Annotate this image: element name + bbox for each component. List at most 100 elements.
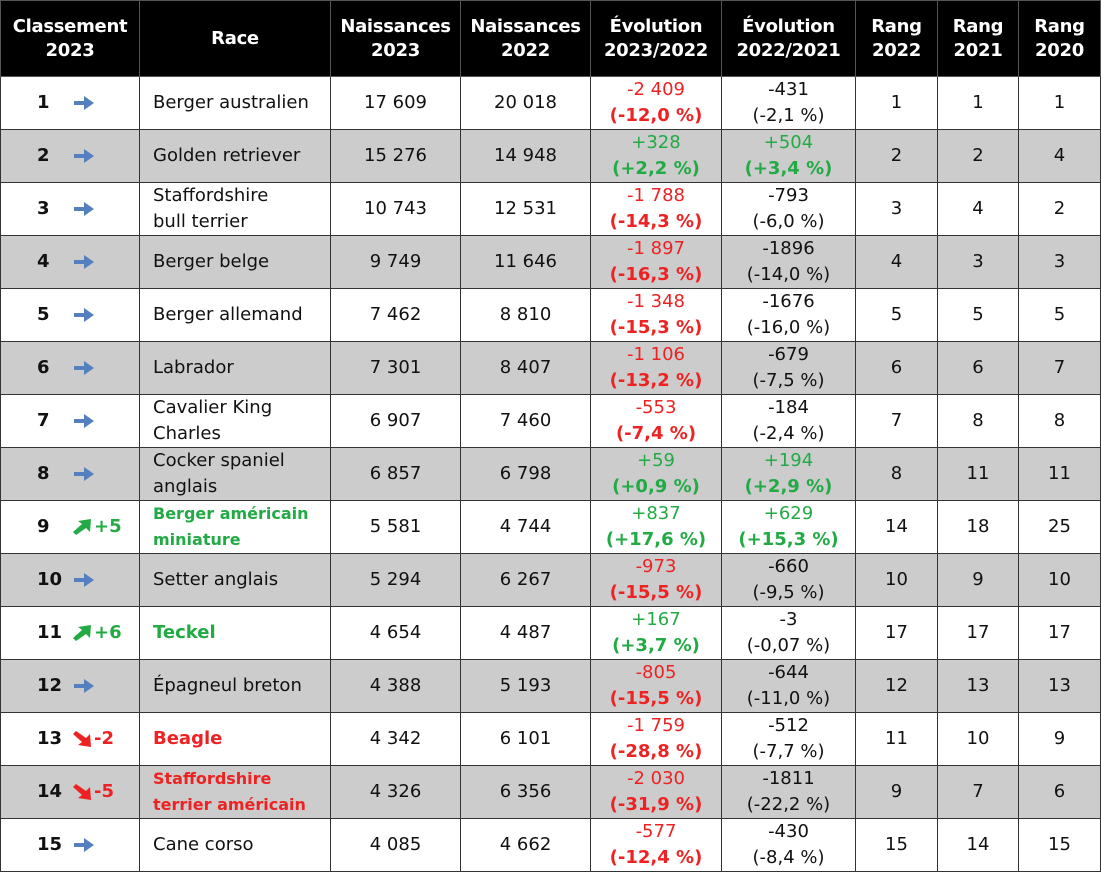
evolution-2023-2022: -553 (-7,4 %) [590,394,722,448]
rank-2021: 11 [937,447,1019,501]
evolution-value: +504 [763,132,814,153]
births-2022: 11 646 [460,235,591,289]
evolution-2022-2021: +629 (+15,3 %) [721,500,856,554]
race-cell: Cocker spaniel anglais [139,447,331,501]
evolution-percent: (-2,4 %) [752,423,825,444]
arrow-right-icon [73,95,95,111]
births-2023: 6 857 [330,447,461,501]
evolution-value: -679 [768,344,809,365]
evolution-percent: (-16,0 %) [746,317,831,338]
evolution-value: -660 [768,556,809,577]
evolution-2022-2021: -431 (-2,1 %) [721,76,856,130]
table-row: 10 Setter anglais 5 294 6 267 -973 (-15,5 %) -… [0,553,1101,607]
evolution-2023-2022: -805 (-15,5 %) [590,659,722,713]
evolution-value: +328 [631,132,681,153]
header-rank-2021: Rang 2021 [937,0,1019,77]
evolution-percent: (+2,2 %) [612,158,700,179]
arrow-up-right-icon [73,624,93,642]
rank-2022: 5 [855,288,938,342]
rank-2022: 4 [855,235,938,289]
header-rank: Classement 2023 [0,0,140,77]
rank-2021: 7 [937,765,1019,819]
evolution-percent: (-15,5 %) [609,582,703,603]
rank-number: 5 [37,304,50,325]
trend-change: +6 [94,622,122,643]
evolution-percent: (+0,9 %) [612,476,700,497]
births-2023: 5 294 [330,553,461,607]
rank-cell: 6 [0,341,140,395]
arrow-right-icon [73,572,95,588]
evolution-percent: (-14,0 %) [746,264,831,285]
rank-2022: 11 [855,712,938,766]
rank-number: 14 [37,781,63,802]
rank-cell: 7 [0,394,140,448]
table-row: 15 Cane corso 4 085 4 662 -577 (-12,4 %) -430 (… [0,818,1101,872]
rank-number: 7 [37,410,50,431]
rank-2021: 18 [937,500,1019,554]
arrow-right-icon [73,413,95,429]
births-2022: 14 948 [460,129,591,183]
rank-number: 8 [37,463,50,484]
table-row: 14 -5 Staffordshire terrier américain 4 326 6… [0,765,1101,819]
trend-indicator [73,837,96,853]
race-name: Cocker spaniel anglais [153,450,285,497]
births-2022: 6 101 [460,712,591,766]
rank-number: 15 [37,834,63,855]
rank-2022: 17 [855,606,938,660]
race-cell: Labrador [139,341,331,395]
rank-2020: 9 [1018,712,1101,766]
rank-2021: 6 [937,341,1019,395]
arrow-right-icon [73,360,95,376]
race-cell: Setter anglais [139,553,331,607]
evolution-value: -2 409 [626,79,686,100]
births-2022: 4 487 [460,606,591,660]
rank-2022: 14 [855,500,938,554]
table-row: 13 -2 Beagle 4 342 6 101 -1 759 (-28,8 %) -512 (… [0,712,1101,766]
arrow-right-icon [73,466,95,482]
rank-2022: 15 [855,818,938,872]
race-name: Cane corso [153,834,254,855]
trend-indicator [73,413,96,429]
births-2022: 6 267 [460,553,591,607]
evolution-2022-2021: -644 (-11,0 %) [721,659,856,713]
rank-2022: 2 [855,129,938,183]
race-name: Setter anglais [153,569,279,590]
rank-number: 1 [37,92,50,113]
evolution-value: +837 [631,503,681,524]
trend-indicator [73,307,96,323]
evolution-value: -512 [768,715,809,736]
evolution-value: +59 [637,450,675,471]
evolution-2023-2022: -1 788 (-14,3 %) [590,182,722,236]
trend-indicator [73,254,96,270]
evolution-2023-2022: -1 348 (-15,3 %) [590,288,722,342]
race-name: Golden retriever [153,145,301,166]
births-2023: 4 342 [330,712,461,766]
births-2022: 4 744 [460,500,591,554]
header-evolution-2022-2021: Évolution 2022/2021 [721,0,856,77]
evolution-value: -2 030 [626,768,686,789]
births-2023: 10 743 [330,182,461,236]
race-cell: Golden retriever [139,129,331,183]
evolution-percent: (-22,2 %) [746,794,831,815]
race-name: Staffordshire bull terrier [153,185,269,232]
births-2023: 17 609 [330,76,461,130]
evolution-value: -1 106 [626,344,686,365]
table-row: 2 Golden retriever 15 276 14 948 +328 (+2,2 %… [0,129,1101,183]
evolution-percent: (-7,4 %) [615,423,697,444]
evolution-percent: (-15,5 %) [609,688,703,709]
evolution-value: -644 [768,662,809,683]
rank-2020: 2 [1018,182,1101,236]
evolution-percent: (-13,2 %) [609,370,703,391]
evolution-2023-2022: -2 030 (-31,9 %) [590,765,722,819]
evolution-2022-2021: -1896 (-14,0 %) [721,235,856,289]
births-2023: 4 085 [330,818,461,872]
rank-2020: 17 [1018,606,1101,660]
table-row: 9 +5 Berger américain miniature 5 581 4 744 +8… [0,500,1101,554]
trend-indicator [73,572,96,588]
evolution-2023-2022: +59 (+0,9 %) [590,447,722,501]
births-2022: 6 798 [460,447,591,501]
arrow-right-icon [73,837,95,853]
evolution-2022-2021: -660 (-9,5 %) [721,553,856,607]
births-2023: 9 749 [330,235,461,289]
births-2023: 6 907 [330,394,461,448]
